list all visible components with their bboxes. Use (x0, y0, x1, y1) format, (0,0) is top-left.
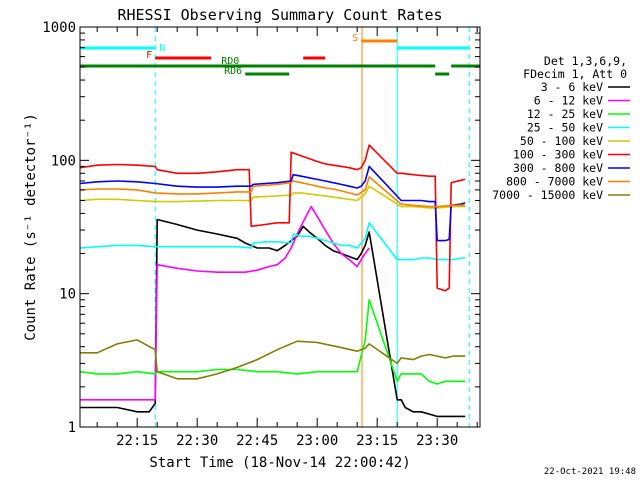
series-line-300-800-kev (79, 165, 466, 242)
vertical-markers (79, 27, 470, 427)
legend-label-800-7000-kev: 800 - 7000 keV (506, 175, 603, 189)
flag-rd6-label: RD6 (224, 66, 242, 77)
legend-label-6-12-kev: 6 - 12 keV (534, 94, 603, 108)
x-axis-label: Start Time (18-Nov-14 22:00:42) (149, 455, 410, 471)
series-line-6-12-kev (80, 205, 370, 401)
chart-title: RHESSI Observing Summary Count Rates (117, 6, 442, 24)
y-axis-label: Count Rate (s⁻¹ detector⁻¹) (23, 113, 39, 341)
y-tick-label-10: 10 (59, 287, 76, 303)
legend-label-25-50-kev: 25 - 50 keV (527, 121, 603, 135)
legend-label-300-800-kev: 300 - 800 keV (513, 161, 603, 175)
flag-f-label: F (146, 50, 152, 61)
x-tick-label-2245: 22:45 (236, 433, 278, 449)
legend-label-12-25-kev: 12 - 25 keV (527, 107, 603, 121)
legend-label-7000-15000-kev: 7000 - 15000 keV (492, 188, 603, 202)
x-tick-label-2315: 23:15 (356, 433, 398, 449)
legend-label-100-300-kev: 100 - 300 keV (513, 148, 603, 162)
x-tick-label-2330: 23:30 (416, 433, 458, 449)
x-tick-label-2300: 23:00 (296, 433, 338, 449)
flag-s-label: S (352, 33, 358, 44)
plot-frame (79, 26, 481, 428)
legend-header-1: FDecim 1, Att 0 (523, 67, 627, 81)
legend-header-0: Det 1,3,6,9, (544, 54, 627, 68)
series-line-50-100-kev (79, 185, 466, 209)
flag-n-label: N (159, 43, 165, 54)
series-line-7000-15000-kev (80, 339, 466, 380)
axes: 1 10 100 1000 22:15 22:30 22:45 23:00 23:15 23:30 (42, 20, 480, 449)
legend-label-3-6-kev: 3 - 6 keV (541, 80, 603, 94)
series-line-25-50-kev (79, 222, 466, 261)
y-tick-label-1000: 1000 (42, 20, 76, 36)
series-line-800-7000-kev (79, 176, 466, 208)
x-tick-label-2230: 22:30 (176, 433, 218, 449)
x-tick-label-2215: 22:15 (116, 433, 158, 449)
series-line-3-6-kev (80, 218, 466, 418)
series-line-100-300-kev (79, 144, 466, 292)
legend-label-50-100-kev: 50 - 100 keV (520, 134, 603, 148)
series-line-12-25-kev (79, 298, 466, 385)
footer-timestamp: 22-Oct-2021 19:48 (544, 467, 636, 477)
y-tick-label-1: 1 (68, 420, 76, 436)
series-lines (79, 144, 466, 418)
flag-rd0-label: RD0 (221, 56, 239, 67)
y-tick-label-100: 100 (51, 153, 76, 169)
